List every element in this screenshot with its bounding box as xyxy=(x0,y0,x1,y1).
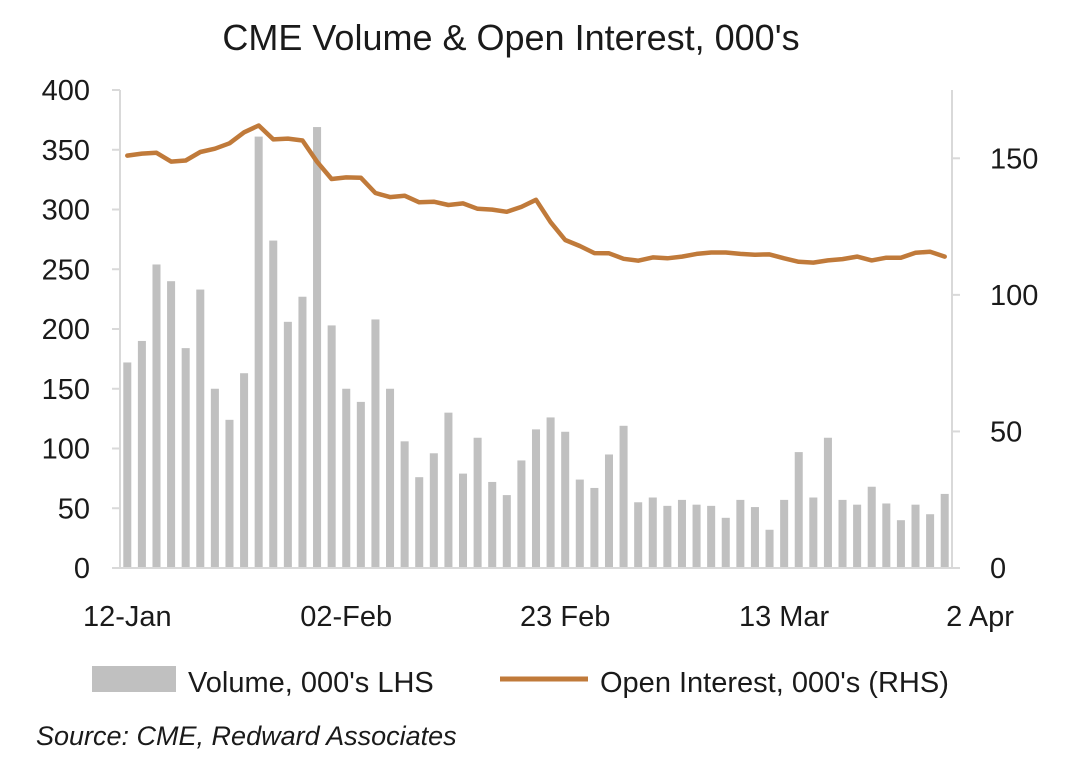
volume-bar xyxy=(415,477,424,568)
volume-bar xyxy=(575,479,584,568)
volume-bar xyxy=(313,127,322,569)
volume-bar xyxy=(459,473,468,568)
x-tick-label: 13 Mar xyxy=(739,601,830,633)
volume-bar xyxy=(721,517,730,568)
y-right-tick-label: 100 xyxy=(990,280,1038,312)
open-interest-line xyxy=(125,123,947,265)
volume-bar xyxy=(371,319,380,568)
volume-bar xyxy=(823,437,832,568)
volume-bar xyxy=(502,495,511,568)
volume-bar xyxy=(429,453,438,568)
y-right-tick-label: 50 xyxy=(990,416,1022,448)
volume-bar xyxy=(707,505,716,568)
volume-bar xyxy=(736,499,745,568)
volume-bar xyxy=(634,502,643,568)
volume-bar xyxy=(882,503,891,568)
volume-bar xyxy=(298,296,307,568)
volume-bar xyxy=(517,460,526,568)
volume-bar xyxy=(400,441,409,568)
volume-bar xyxy=(604,454,613,568)
volume-bar xyxy=(167,281,176,568)
volume-bar xyxy=(692,504,701,568)
volume-bar xyxy=(896,520,905,568)
y-left-tick-label: 100 xyxy=(42,434,90,466)
y-left-tick-label: 150 xyxy=(42,374,90,406)
volume-bar xyxy=(181,348,190,568)
y-left-tick-label: 350 xyxy=(42,135,90,167)
source-note: Source: CME, Redward Associates xyxy=(36,721,457,751)
volume-bar xyxy=(327,325,336,568)
y-left-tick-label: 200 xyxy=(42,314,90,346)
volume-bar xyxy=(225,419,234,568)
volume-bar xyxy=(356,401,365,568)
legend-label-volume: Volume, 000's LHS xyxy=(188,667,434,699)
volume-bar xyxy=(152,264,161,568)
volume-bar xyxy=(940,493,949,568)
volume-bar xyxy=(240,373,249,568)
plot-area: 0 50 100 150 200 250 300 350 400 0 50 100 150 12-Jan 0… xyxy=(42,75,1039,633)
volume-bar xyxy=(677,499,686,568)
volume-bar xyxy=(488,481,497,568)
volume-bar xyxy=(546,417,555,568)
volume-bar xyxy=(473,437,482,568)
volume-bar xyxy=(809,497,818,568)
volume-bar xyxy=(137,340,146,568)
y-left-tick-label: 0 xyxy=(74,553,90,585)
volume-bar xyxy=(926,514,935,568)
volume-bar xyxy=(386,388,395,568)
y-left-tick-label: 400 xyxy=(42,75,90,107)
x-tick-label: 02-Feb xyxy=(300,601,392,633)
y-left-tick-label: 250 xyxy=(42,254,90,286)
volume-bar xyxy=(853,504,862,568)
volume-bar xyxy=(561,431,570,568)
volume-bar xyxy=(196,289,205,568)
y-left-tick-label: 300 xyxy=(42,195,90,227)
x-tick-label: 23 Feb xyxy=(520,601,610,633)
volume-bar xyxy=(123,362,132,568)
volume-bar xyxy=(750,507,759,568)
volume-bar xyxy=(838,499,847,568)
volume-bar xyxy=(210,388,219,568)
volume-bar xyxy=(283,321,292,568)
volume-bar xyxy=(254,136,263,569)
volume-bar xyxy=(911,504,920,568)
volume-bar xyxy=(794,452,803,568)
volume-bar xyxy=(444,412,453,568)
volume-bar xyxy=(648,497,657,568)
x-tick-label: 2 Apr xyxy=(946,601,1014,633)
volume-bar xyxy=(780,499,789,568)
volume-bar xyxy=(531,429,541,568)
x-tick-label: 12-Jan xyxy=(83,601,172,633)
volume-bar xyxy=(867,486,876,568)
volume-bar xyxy=(269,240,278,568)
legend: Volume, 000's LHS Open Interest, 000's (… xyxy=(92,666,949,699)
legend-swatch-volume xyxy=(92,666,176,692)
y-left-tick-label: 50 xyxy=(58,493,90,525)
volume-bar xyxy=(663,505,672,568)
volume-bar xyxy=(619,425,628,568)
volume-bar xyxy=(342,388,351,568)
chart-title: CME Volume & Open Interest, 000's xyxy=(222,17,799,58)
volume-bar xyxy=(590,487,599,568)
y-right-tick-label: 0 xyxy=(990,553,1006,585)
volume-bar xyxy=(765,529,774,568)
y-right-tick-label: 150 xyxy=(990,143,1038,175)
legend-label-open-interest: Open Interest, 000's (RHS) xyxy=(600,667,949,699)
